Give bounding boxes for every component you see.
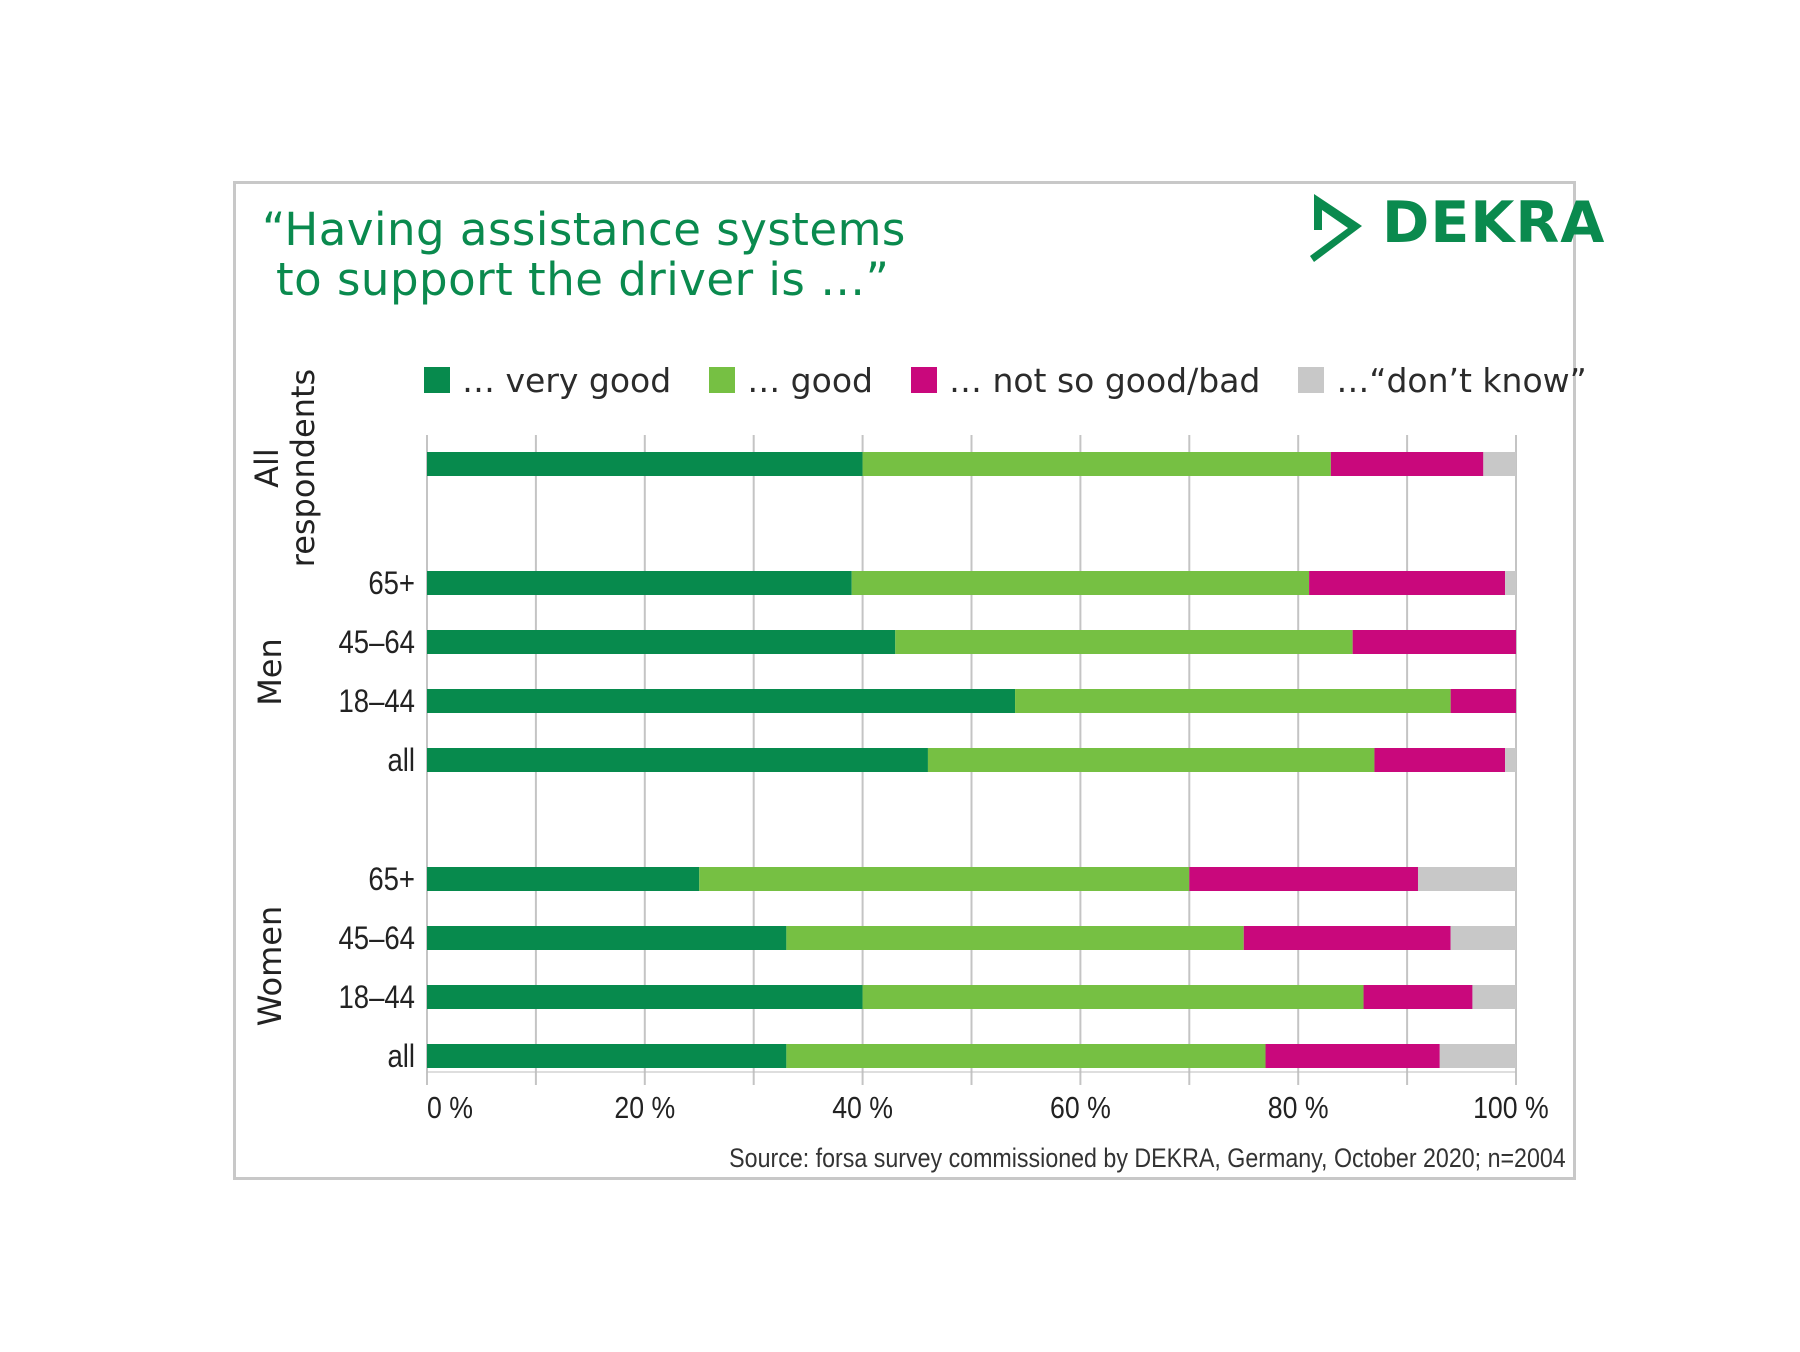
- group-label: Men: [251, 638, 289, 706]
- bar-segment-dont-know: [1505, 748, 1516, 772]
- row-label: 45–64: [339, 921, 415, 956]
- bar-segment-dont-know: [1417, 867, 1516, 891]
- chart-frame: [233, 181, 1576, 1180]
- legend-swatch: [1298, 367, 1325, 393]
- bar-segment-not-so-good: [1450, 689, 1516, 713]
- legend-item-dont-know: …“don’t know”: [1298, 360, 1587, 400]
- bar-segment-good: [699, 867, 1190, 891]
- group-label: respondents: [284, 369, 322, 567]
- legend: … very good … good … not so good/bad …“don’…: [424, 360, 1625, 400]
- bar-segment-not-so-good: [1243, 926, 1451, 950]
- x-tick-label: 60 %: [1050, 1091, 1111, 1125]
- bar-segment-good: [862, 985, 1364, 1009]
- bar-segment-not-so-good: [1330, 452, 1484, 476]
- x-tick-label: 20 %: [614, 1091, 675, 1125]
- x-tick-label: 80 %: [1268, 1091, 1329, 1125]
- bar-segment-dont-know: [1505, 571, 1516, 595]
- bar-segment-very-good: [427, 985, 863, 1009]
- bar-segment-very-good: [427, 748, 928, 772]
- row-label: 65+: [368, 566, 415, 601]
- bar-segment-dont-know: [1483, 452, 1516, 476]
- bar-segment-good: [851, 571, 1310, 595]
- x-tick-label: 40 %: [832, 1091, 893, 1125]
- x-tick-label: 0 %: [427, 1091, 473, 1125]
- dekra-logo-icon: [1310, 194, 1362, 262]
- group-label: All: [248, 448, 286, 488]
- title-line-1: “Having assistance systems: [262, 203, 906, 256]
- row-label: all: [387, 1039, 415, 1074]
- bar-segment-good: [786, 1044, 1266, 1068]
- bar-segment-not-so-good: [1189, 867, 1418, 891]
- bar-segment-very-good: [427, 1044, 787, 1068]
- group-label: Women: [251, 906, 289, 1026]
- legend-label: … good: [747, 360, 873, 400]
- bar-segment-not-so-good: [1363, 985, 1473, 1009]
- bar-segment-good: [895, 630, 1353, 654]
- bar-segment-very-good: [427, 571, 852, 595]
- legend-item-very-good: … very good: [424, 361, 671, 400]
- x-tick-label: 100 %: [1473, 1091, 1549, 1125]
- legend-item-good: … good: [709, 361, 873, 400]
- row-label: 18–44: [339, 684, 415, 719]
- bar-segment-very-good: [427, 452, 863, 476]
- legend-swatch: [424, 367, 450, 393]
- row-label: 65+: [368, 862, 415, 897]
- bar-segment-good: [786, 926, 1244, 950]
- source-note: Source: forsa survey commissioned by DEK…: [729, 1143, 1566, 1173]
- bar-segment-very-good: [427, 926, 787, 950]
- bar-segment-not-so-good: [1265, 1044, 1440, 1068]
- bar-segment-dont-know: [1472, 985, 1516, 1009]
- row-label: all: [387, 743, 415, 778]
- legend-swatch: [709, 367, 736, 393]
- bar-segment-not-so-good: [1309, 571, 1506, 595]
- legend-swatch: [910, 367, 937, 393]
- legend-label: … very good: [462, 360, 672, 400]
- bar-segment-very-good: [427, 867, 700, 891]
- legend-label: … not so good/bad: [948, 360, 1261, 400]
- row-label: 18–44: [339, 980, 415, 1015]
- bar-segment-very-good: [427, 689, 1016, 713]
- bar-segment-not-so-good: [1352, 630, 1516, 654]
- bar-segment-good: [927, 748, 1375, 772]
- legend-label: …“don’t know”: [1336, 360, 1587, 400]
- title-line-2: to support the driver is …”: [276, 253, 890, 306]
- dekra-logo-text: DEKRA: [1382, 190, 1606, 256]
- row-label: 45–64: [339, 625, 415, 660]
- bar-segment-dont-know: [1439, 1044, 1516, 1068]
- bar-segment-good: [1015, 689, 1451, 713]
- bar-segment-good: [862, 452, 1331, 476]
- legend-item-not-so-good: … not so good/bad: [910, 360, 1261, 400]
- bar-segment-very-good: [427, 630, 896, 654]
- bar-segment-dont-know: [1450, 926, 1516, 950]
- bar-segment-not-so-good: [1374, 748, 1506, 772]
- chart-title: “Having assistance systems to support th…: [262, 205, 906, 305]
